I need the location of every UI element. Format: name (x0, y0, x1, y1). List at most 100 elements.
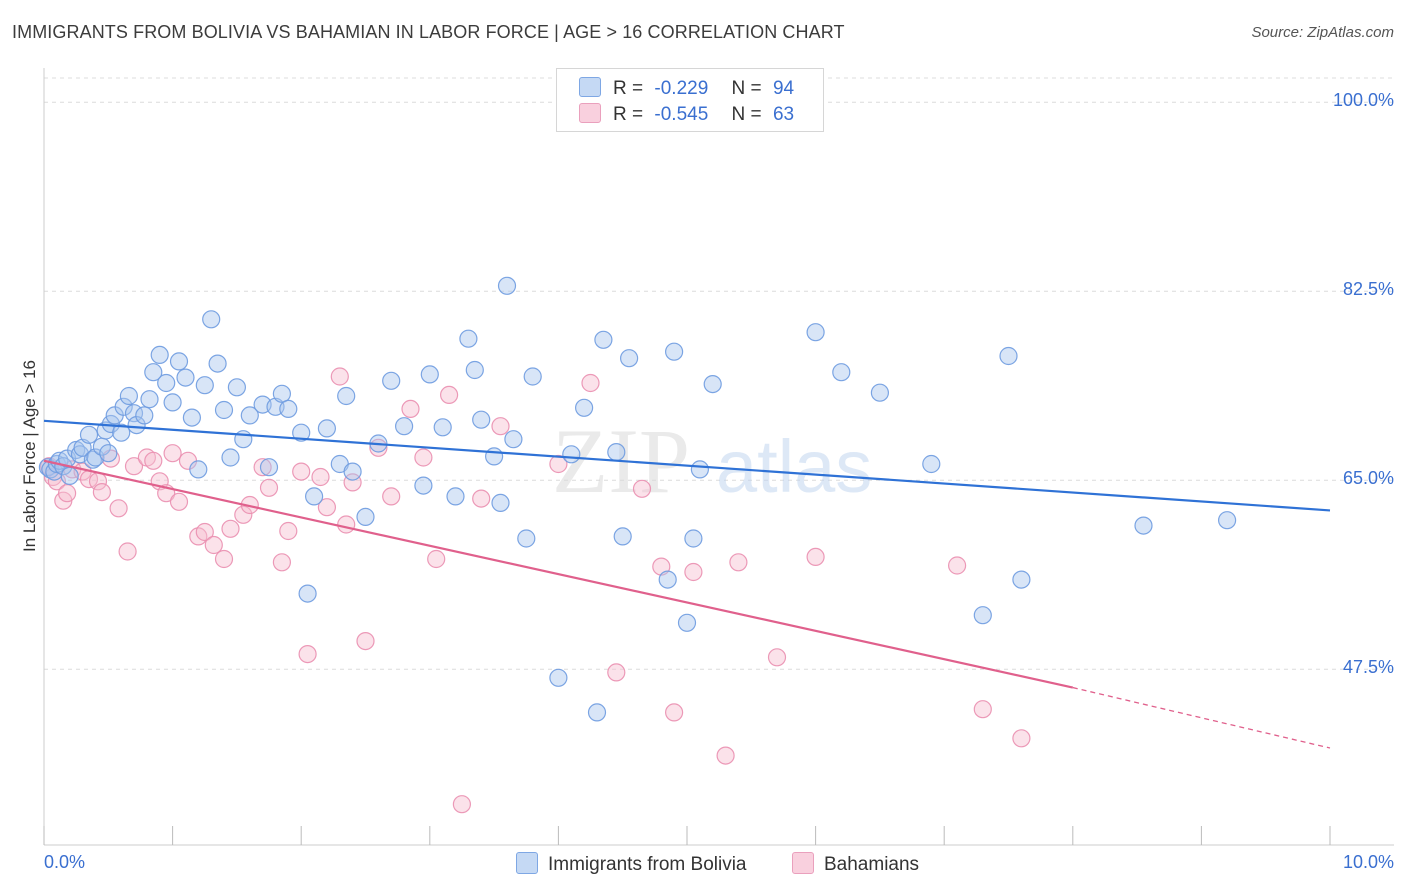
point-bolivia (517, 529, 536, 548)
point-bolivia (690, 460, 710, 479)
legend-r-label: R = (613, 104, 644, 125)
point-bolivia (870, 383, 890, 402)
point-bahamians (144, 451, 163, 470)
bottom-legend-label: Bahamians (824, 854, 920, 875)
legend-n-value: 63 (772, 104, 795, 125)
point-bolivia (382, 371, 401, 390)
bottom-legend-bahamians: Bahamians (792, 852, 919, 876)
legend-n-label: N = (731, 104, 762, 125)
point-bahamians (401, 399, 420, 418)
point-bolivia (658, 570, 677, 589)
trend-lines (43, 419, 1331, 749)
point-bolivia (472, 410, 491, 429)
point-bahamians (382, 487, 401, 506)
point-bahamians (440, 385, 459, 404)
point-bahamians (195, 522, 214, 542)
point-bolivia (140, 390, 159, 409)
y-tick-label: 82.5% (1342, 279, 1394, 300)
point-bolivia (664, 342, 684, 361)
bottom-legend-swatch-pink (792, 852, 814, 874)
trend-line-bahamians (43, 459, 1074, 689)
point-bolivia (99, 444, 118, 463)
watermark: ZIP atlas (552, 410, 872, 512)
point-bolivia (491, 493, 510, 512)
point-bahamians (204, 535, 223, 555)
point-bolivia (356, 507, 375, 527)
bottom-legend: Immigrants from Bolivia Bahamians (0, 852, 1406, 878)
gridlines (44, 77, 1394, 670)
bottom-legend-bolivia: Immigrants from Bolivia (516, 852, 747, 876)
point-bolivia (504, 430, 523, 449)
bottom-legend-swatch-blue (516, 852, 538, 874)
point-bolivia (317, 419, 336, 438)
point-bolivia (195, 376, 214, 395)
legend-row-bahamians: R = -0.545 N = 63 (579, 103, 794, 127)
point-bahamians (452, 795, 471, 814)
point-bahamians (973, 700, 992, 719)
point-bahamians (124, 457, 144, 476)
point-bolivia (240, 406, 259, 425)
bottom-legend-label: Immigrants from Bolivia (548, 854, 747, 875)
point-bolivia (1134, 516, 1153, 535)
point-bolivia (337, 386, 356, 406)
point-bolivia (832, 363, 851, 382)
point-bahamians (214, 549, 234, 569)
point-bolivia (182, 408, 201, 427)
point-bahamians (427, 549, 446, 569)
point-bolivia (613, 527, 632, 546)
point-bahamians (472, 489, 491, 508)
point-bahamians (298, 644, 317, 664)
legend-swatch-blue (579, 77, 601, 97)
point-bolivia (208, 354, 227, 373)
point-bolivia (298, 584, 317, 603)
point-bahamians (337, 515, 356, 534)
point-bolivia (677, 613, 697, 632)
point-bahamians (947, 556, 967, 575)
point-bolivia (703, 375, 722, 394)
legend-n-value: 94 (772, 78, 795, 99)
point-bahamians (767, 648, 787, 667)
point-bolivia (119, 386, 138, 406)
point-bahamians (664, 703, 684, 722)
point-bolivia (607, 443, 626, 462)
trend-line-bolivia (43, 419, 1331, 512)
point-bolivia (272, 384, 291, 403)
point-bolivia (292, 423, 311, 442)
point-bolivia (221, 448, 240, 467)
y-tick-label: 65.0% (1342, 468, 1394, 489)
point-bolivia (446, 487, 465, 506)
point-bolivia (922, 454, 941, 474)
point-bolivia (594, 330, 613, 349)
point-bahamians (356, 631, 375, 651)
point-bahamians (607, 663, 626, 682)
point-bolivia (169, 352, 189, 371)
point-bolivia (176, 368, 195, 387)
point-bolivia (227, 378, 246, 397)
point-bolivia (497, 276, 517, 295)
legend-n-label: N = (731, 78, 762, 99)
series-bahamians (39, 367, 1031, 814)
legend-r-label: R = (613, 78, 644, 99)
point-bolivia (157, 373, 176, 393)
y-tick-label: 47.5% (1342, 657, 1394, 678)
point-bahamians (234, 505, 253, 524)
point-bolivia (619, 349, 639, 368)
point-bolivia (189, 460, 208, 479)
point-bolivia (279, 399, 298, 418)
point-bahamians (163, 444, 182, 463)
point-bolivia (414, 476, 433, 495)
point-bolivia (259, 458, 279, 477)
axes (43, 68, 1394, 846)
x-tick-label-max: 10.0% (1342, 852, 1394, 872)
point-bolivia (83, 450, 103, 469)
point-bahamians (1012, 729, 1031, 748)
y-tick-label: 100.0% (1332, 90, 1394, 111)
point-bahamians (221, 519, 240, 538)
point-bolivia (574, 398, 594, 417)
point-bahamians (272, 553, 291, 572)
point-bahamians (716, 746, 735, 765)
point-bolivia (459, 329, 478, 348)
point-bahamians (92, 483, 112, 502)
point-bolivia (973, 606, 992, 625)
